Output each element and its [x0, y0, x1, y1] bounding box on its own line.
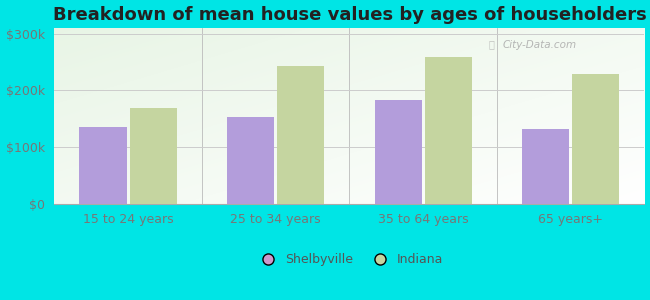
Bar	[424, 57, 472, 204]
Bar	[522, 129, 569, 204]
Text: 🔍: 🔍	[488, 39, 494, 49]
Bar	[227, 118, 274, 204]
Bar	[277, 66, 324, 204]
Bar	[79, 127, 127, 204]
Bar	[374, 100, 422, 204]
Bar	[572, 74, 619, 204]
Legend: Shelbyville, Indiana: Shelbyville, Indiana	[251, 248, 448, 271]
Title: Breakdown of mean house values by ages of householders: Breakdown of mean house values by ages o…	[53, 6, 646, 24]
Text: City-Data.com: City-Data.com	[503, 40, 577, 50]
Bar	[129, 108, 177, 204]
